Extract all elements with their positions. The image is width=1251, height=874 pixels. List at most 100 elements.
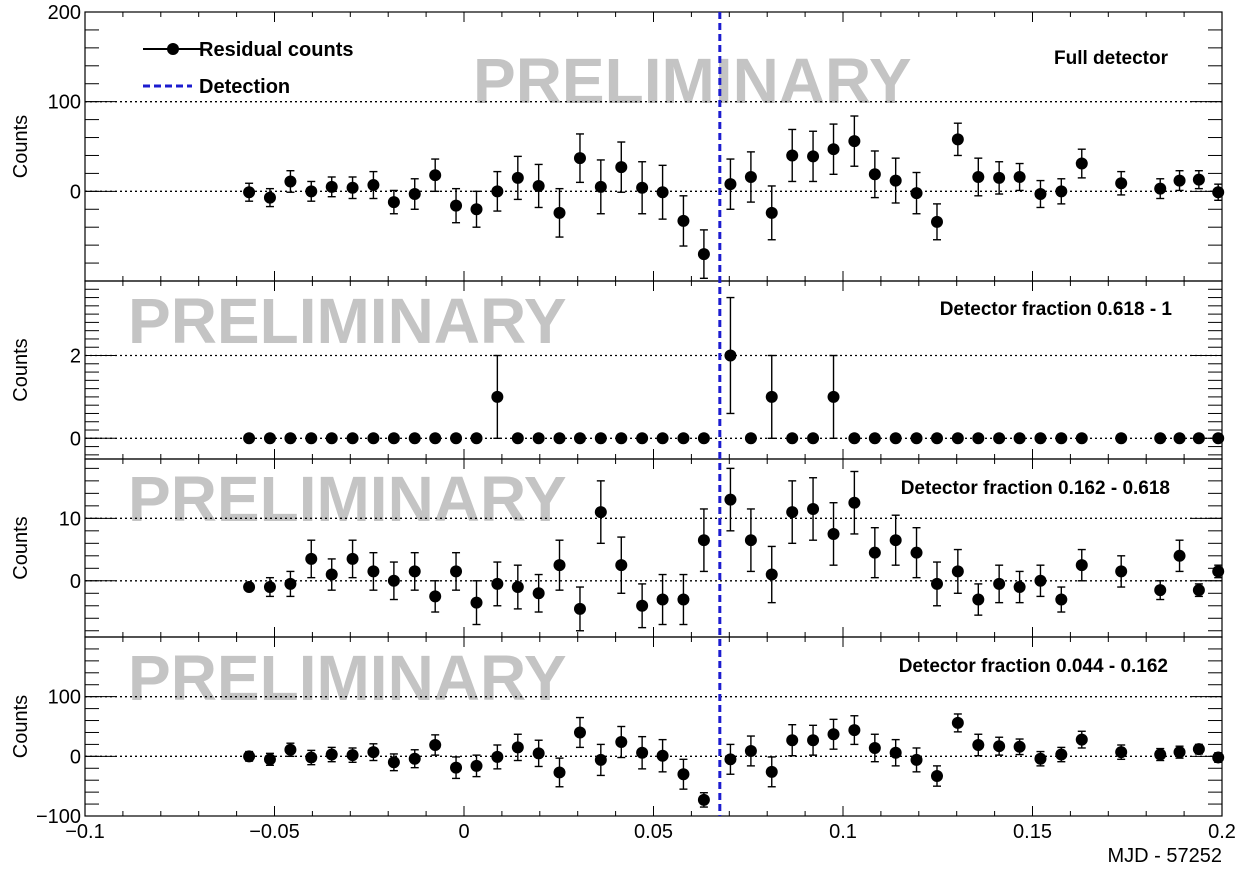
data-point (868, 432, 881, 445)
data-point (1115, 177, 1128, 190)
data-point (765, 568, 778, 581)
panel-3: PRELIMINARY 0 10 Counts Detector fraction 0.… (10, 458, 1225, 638)
x-tick-label: 0.2 (1208, 821, 1236, 843)
data-point (827, 527, 840, 540)
data-point (786, 432, 799, 445)
data-point (1075, 157, 1088, 170)
data-point (615, 736, 628, 749)
preliminary-watermark: PRELIMINARY (473, 45, 912, 117)
data-point (367, 565, 380, 578)
data-point (470, 432, 483, 445)
preliminary-watermark: PRELIMINARY (128, 642, 567, 714)
data-point (677, 593, 690, 606)
data-point (1034, 188, 1047, 201)
data-point (594, 506, 607, 519)
data-point (697, 432, 710, 445)
data-point (1192, 432, 1205, 445)
data-point (1212, 186, 1225, 199)
data-point (930, 770, 943, 783)
panel-4: PRELIMINARY −100 0 100 Counts Detector fracti… (10, 636, 1225, 828)
data-point (346, 181, 359, 194)
data-point (744, 432, 757, 445)
data-point (532, 747, 545, 760)
data-point (889, 432, 902, 445)
panel-label: Full detector (1054, 48, 1169, 69)
data-point (910, 432, 923, 445)
data-point (827, 143, 840, 156)
panel-2: PRELIMINARY 0 2 Counts Detector fraction 0.6… (10, 280, 1225, 460)
data-point (305, 751, 318, 764)
data-point (786, 734, 799, 747)
data-point (827, 728, 840, 741)
data-point (325, 568, 338, 581)
data-point (532, 587, 545, 600)
legend-label-residual: Residual counts (199, 39, 353, 61)
data-point (367, 746, 380, 759)
data-point (1075, 733, 1088, 746)
data-point (470, 203, 483, 216)
preliminary-watermark: PRELIMINARY (128, 285, 567, 357)
legend: Residual counts Detection (143, 39, 353, 98)
data-point (910, 753, 923, 766)
data-point (951, 565, 964, 578)
data-point (1154, 584, 1167, 597)
data-point (910, 187, 923, 200)
data-point (305, 432, 318, 445)
data-point (615, 161, 628, 174)
data-point (786, 149, 799, 162)
data-point (930, 577, 943, 590)
data-point (429, 738, 442, 751)
data-point (656, 432, 669, 445)
data-point (553, 206, 566, 219)
data-point (724, 178, 737, 191)
data-point (1013, 581, 1026, 594)
data-point (511, 581, 524, 594)
data-point (553, 432, 566, 445)
data-point (1173, 746, 1186, 759)
data-point (553, 559, 566, 572)
y-tick-label: 0 (70, 746, 81, 768)
data-point (1055, 593, 1068, 606)
data-point (744, 170, 757, 183)
data-point (656, 593, 669, 606)
x-tick-label: 0.1 (829, 821, 857, 843)
data-point (594, 180, 607, 193)
data-point (807, 734, 820, 747)
data-point (1115, 432, 1128, 445)
data-point (827, 390, 840, 403)
data-point (491, 390, 504, 403)
data-point (470, 596, 483, 609)
y-axis-label: Counts (10, 516, 32, 579)
data-point (807, 432, 820, 445)
data-point (325, 180, 338, 193)
y-axis-label: Counts (10, 695, 32, 758)
preliminary-watermark: PRELIMINARY (128, 463, 567, 535)
panel-1: PRELIMINARY 0 100 200 Counts Full detector (10, 2, 1225, 282)
y-axis-label: Counts (10, 115, 32, 178)
data-point (765, 206, 778, 219)
data-point (532, 179, 545, 192)
data-point (1154, 432, 1167, 445)
data-point (951, 133, 964, 146)
data-point (573, 602, 586, 615)
data-point (1013, 740, 1026, 753)
data-point (1115, 565, 1128, 578)
data-point (1115, 746, 1128, 759)
data-point (993, 432, 1006, 445)
data-point (263, 191, 276, 204)
data-point (263, 432, 276, 445)
data-point (993, 171, 1006, 184)
data-point (1013, 170, 1026, 183)
data-point (511, 171, 524, 184)
data-point (387, 756, 400, 769)
data-point (325, 432, 338, 445)
data-point (367, 432, 380, 445)
y-tick-label: 0 (70, 428, 81, 450)
data-point (346, 749, 359, 762)
data-point (1192, 584, 1205, 597)
data-point (724, 753, 737, 766)
data-point (1173, 432, 1186, 445)
data-point (573, 726, 586, 739)
data-point (1055, 432, 1068, 445)
data-point (807, 150, 820, 163)
